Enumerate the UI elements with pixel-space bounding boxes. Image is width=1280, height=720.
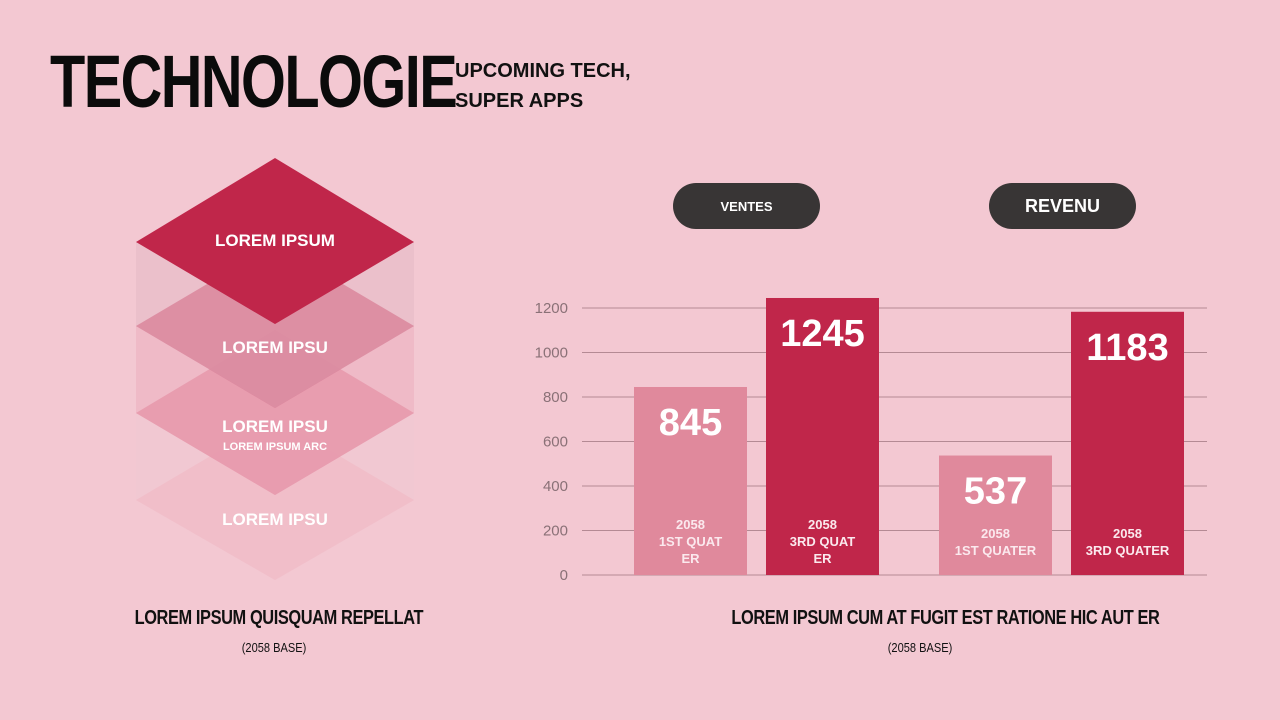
stack-layer-3-label: LOREM IPSU (222, 417, 328, 436)
y-tick-label-0: 0 (560, 567, 568, 584)
stack-side-1 (136, 242, 414, 408)
stack-layer-1-label: LOREM IPSUM (215, 231, 335, 250)
stack-side-2 (136, 326, 414, 495)
bar-3-value-label: 537 (964, 471, 1027, 513)
bar-2 (766, 297, 879, 575)
bar-4-category-label-line-2: 3RD QUATER (1086, 543, 1170, 558)
stack-side-3 (136, 413, 414, 580)
pill-ventes: VENTES (673, 183, 820, 229)
bar-3-category-label-line-2: 1ST QUATER (955, 543, 1037, 558)
bar-3-category-label-line-1: 2058 (981, 526, 1010, 541)
bar-1-category-label-line-2: 1ST QUAT (659, 534, 722, 549)
stack-layer-1 (136, 158, 414, 324)
chart-caption-sub: (2058 BASE) (887, 640, 953, 655)
page-subtitle: UPCOMING TECH, SUPER APPS (455, 56, 631, 116)
y-tick-label-1200: 1200 (535, 300, 568, 317)
y-tick-label-800: 800 (543, 389, 568, 406)
bar-1-value-label: 845 (659, 402, 722, 444)
bar-1 (634, 386, 747, 575)
bar-1-category-label-line-1: 2058 (676, 517, 705, 532)
pill-revenu: REVENU (989, 183, 1136, 229)
bar-2-category-label-line-1: 2058 (808, 517, 837, 532)
bar-4-value-label: 1183 (1086, 327, 1168, 369)
stack-layer-2-label: LOREM IPSU (222, 338, 328, 357)
y-tick-label-1000: 1000 (535, 345, 568, 362)
subtitle-line-2: SUPER APPS (455, 90, 584, 112)
y-tick-label-600: 600 (543, 434, 568, 451)
bar-4-category-label-line-1: 2058 (1113, 526, 1142, 541)
page-title: TECHNOLOGIE (50, 40, 458, 123)
stack-caption-title: LOREM IPSUM QUISQUAM REPELLAT (134, 607, 424, 629)
y-tick-label-400: 400 (543, 478, 568, 495)
stack-caption-sub: (2058 BASE) (241, 640, 307, 655)
bar-2-category-label-line-2: 3RD QUAT (790, 534, 856, 549)
bar-2-value-label: 1245 (780, 313, 865, 355)
stack-caption: LOREM IPSUM QUISQUAM REPELLAT (2058 BASE… (104, 607, 444, 655)
bar-1-category-label-line-3: ER (681, 551, 700, 566)
bar-2-category-label-line-3: ER (813, 551, 832, 566)
bar-3 (939, 455, 1052, 575)
y-tick-label-200: 200 (543, 523, 568, 540)
chart-caption-title: LOREM IPSUM CUM AT FUGIT EST RATIONE HIC… (731, 607, 1160, 629)
subtitle-line-1: UPCOMING TECH, (455, 60, 631, 82)
stack-layer-4-label: LOREM IPSU (222, 510, 328, 529)
chart-caption: LOREM IPSUM CUM AT FUGIT EST RATIONE HIC… (690, 607, 1160, 655)
bar-4 (1071, 311, 1184, 575)
stack-layer-3-sublabel: LOREM IPSUM ARC (222, 441, 328, 453)
